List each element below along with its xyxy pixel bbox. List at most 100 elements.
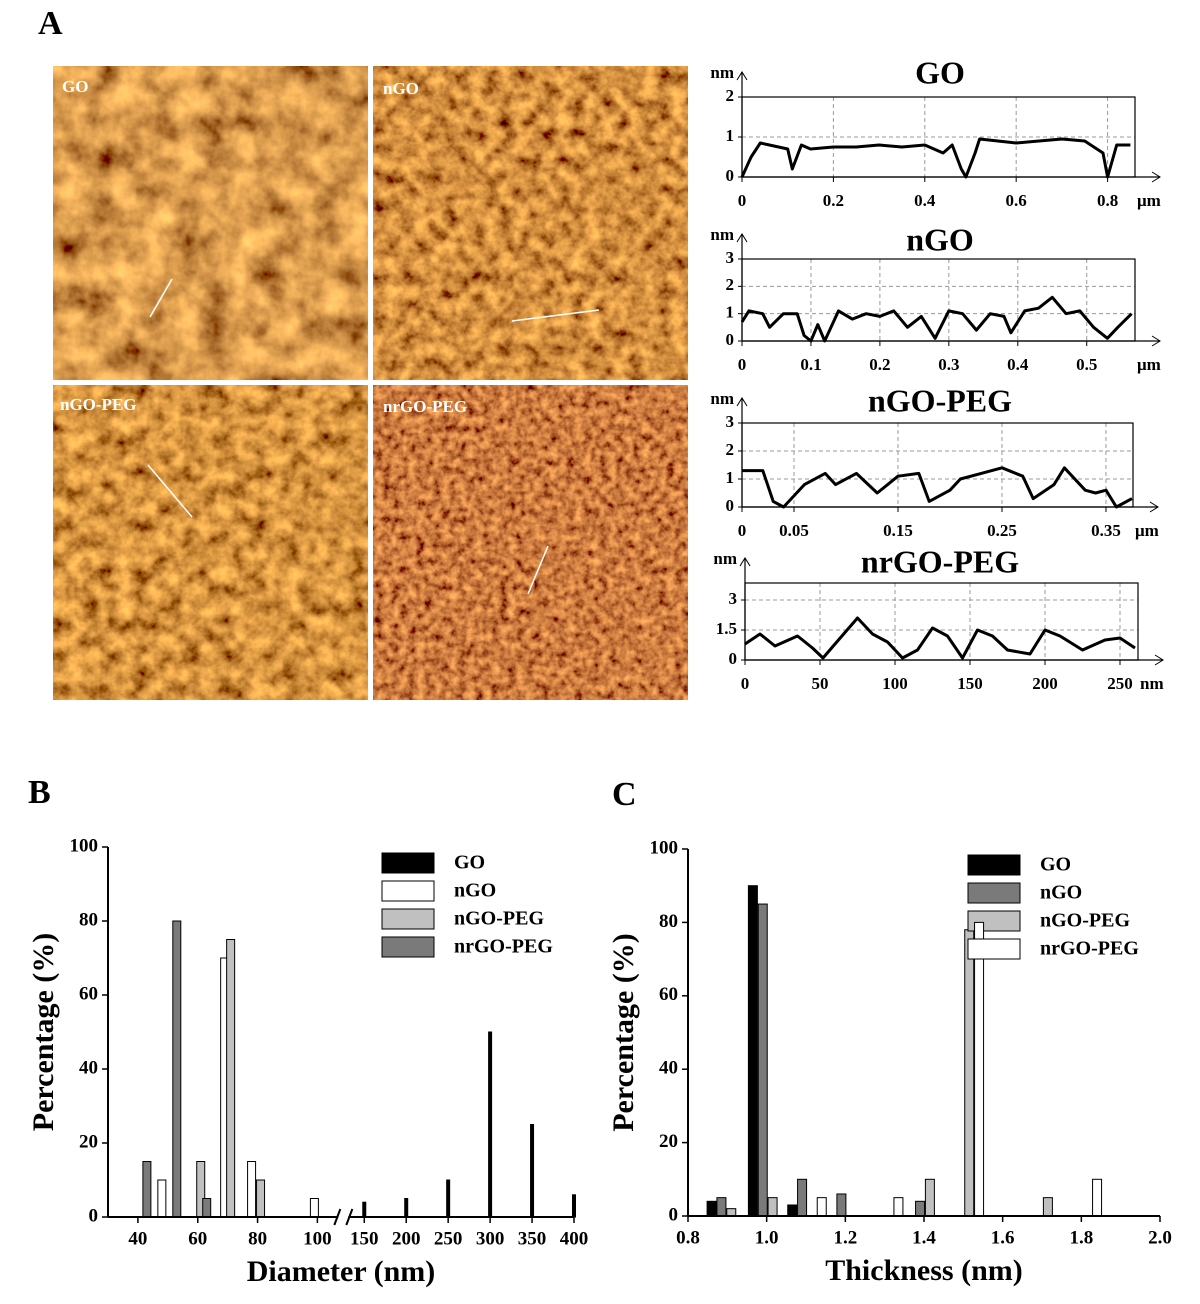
x-tick-label: 0.1 [800,355,821,374]
y-tick-label: 0 [729,649,738,668]
x-unit: μm [1135,521,1159,540]
x-tick-label: 0.8 [676,1227,700,1248]
legend-label: nrGO-PEG [1040,938,1139,960]
y-tick-label: 2 [726,440,735,459]
bar [706,1200,717,1217]
x-tick-label: 0.5 [1076,355,1097,374]
x-axis-label: Diameter (nm) [247,1255,436,1288]
x-tick-label: 0 [738,521,747,540]
bar [172,920,182,1218]
x-tick-label: 0.8 [1097,191,1118,210]
legend-label: GO [454,852,485,874]
x-arrow [1151,171,1161,183]
y-tick-label: 20 [79,1131,98,1152]
x-tick-label: 0.4 [914,191,936,210]
legend-label: nGO [1040,882,1082,904]
x-tick-label: 200 [1032,674,1058,693]
plot-title: GO [915,54,965,90]
x-tick-label: 80 [248,1228,267,1249]
bar [836,1193,847,1217]
y-tick-label: 3 [729,589,738,608]
y-tick-label: 1.5 [716,619,737,638]
y-tick-label: 1 [726,126,735,145]
x-tick-label: 0 [741,674,750,693]
y-tick-label: 60 [79,983,98,1004]
bar [797,1178,808,1217]
y-axis-label: Percentage (%) [27,933,60,1132]
afm-label: GO [62,77,88,96]
x-tick-label: 1.0 [755,1227,779,1248]
x-unit: μm [1137,191,1161,210]
bar [1042,1197,1053,1217]
panel-label: C [612,776,637,813]
x-tick-label: 100 [303,1228,332,1249]
x-tick-label: 0.4 [1007,355,1029,374]
x-unit: nm [1140,674,1164,693]
x-tick-label: 150 [350,1228,379,1249]
x-tick-label: 0.35 [1091,521,1121,540]
bar [757,903,768,1217]
bar [726,1208,737,1217]
bar [974,921,985,1217]
bar [309,1198,319,1218]
x-tick-label: 250 [434,1228,463,1249]
panel-label: A [38,5,63,42]
scan-line [149,278,173,318]
y-arrow [736,397,748,407]
bar [787,1204,798,1217]
x-tick-label: 100 [882,674,908,693]
scan-line [527,545,549,595]
profile-line [740,295,1133,343]
bar [362,1201,367,1218]
scan-line [147,464,193,518]
y-tick-label: 40 [79,1057,98,1078]
legend-swatch [381,936,435,958]
bar [142,1161,152,1218]
bar [1092,1178,1103,1217]
bar [488,1031,493,1218]
x-tick-label: 400 [560,1228,589,1249]
legend-label: nGO-PEG [454,908,544,930]
x-tick-label: 300 [476,1228,505,1249]
y-tick-label: 80 [659,911,678,932]
y-tick-label: 40 [659,1058,678,1079]
y-tick-label: 0 [726,496,735,515]
x-tick-label: 50 [812,674,829,693]
y-unit: nm [713,549,737,568]
legend-swatch [967,938,1021,960]
y-tick-label: 100 [70,835,99,856]
x-tick-label: 0.6 [1006,191,1027,210]
y-tick-label: 2 [726,275,735,294]
y-tick-label: 3 [726,412,735,431]
afm-label: nGO [383,79,419,98]
plot-title: nrGO-PEG [861,543,1019,579]
bar [247,1161,257,1218]
y-tick-label: 0 [669,1204,679,1225]
x-tick-label: 0.05 [779,521,809,540]
y-unit: nm [710,225,734,244]
plot-title: nGO-PEG [868,382,1012,418]
panel-label: B [28,774,51,811]
x-unit: μm [1137,355,1161,374]
bar [716,1197,727,1217]
bar [816,1197,827,1217]
x-tick-label: 250 [1107,674,1133,693]
x-arrow [1151,335,1161,347]
y-axis-label: Percentage (%) [607,933,640,1132]
legend-label: nrGO-PEG [454,936,553,958]
plot-frame [741,422,1134,508]
legend-label: nGO [454,880,496,902]
x-tick-label: 0 [738,355,747,374]
y-tick-label: 60 [659,984,678,1005]
x-tick-label: 1.8 [1069,1227,1093,1248]
afm-label: nGO-PEG [60,395,137,414]
bar [893,1197,904,1217]
x-tick-label: 0.3 [938,355,959,374]
bar [530,1124,535,1218]
bar [767,1197,778,1217]
y-tick-label: 100 [650,837,679,858]
bar [572,1194,576,1218]
x-tick-label: 200 [392,1228,421,1249]
bar [256,1179,266,1218]
